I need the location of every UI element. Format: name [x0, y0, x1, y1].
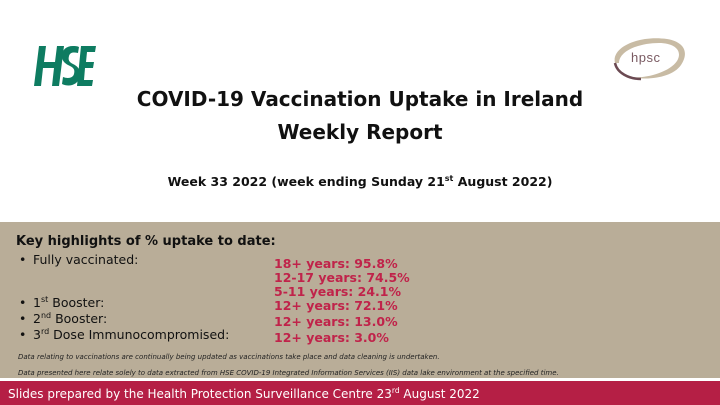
hpsc-swoosh-icon	[613, 38, 685, 81]
value-fully-5-11: 5-11 years: 24.1%	[274, 284, 402, 299]
footer-text: Slides prepared by the Health Protection…	[8, 386, 480, 401]
value-first-booster: 12+ years: 72.1%	[274, 298, 398, 313]
footer-bar	[0, 381, 720, 405]
data-note-1: Data relating to vaccinations are contin…	[18, 353, 440, 361]
data-note-2: Data presented here relate solely to dat…	[18, 369, 559, 377]
hpsc-logo	[609, 33, 689, 83]
hse-logo-icon	[34, 46, 96, 86]
value-third-dose: 12+ years: 3.0%	[274, 330, 389, 345]
value-fully-12-17: 12-17 years: 74.5%	[274, 270, 410, 285]
week-label: Week 33 2022 (week ending Sunday 21st Au…	[167, 174, 553, 190]
report-subtitle-title: Weekly Report	[277, 120, 443, 144]
value-second-booster: 12+ years: 13.0%	[274, 314, 398, 329]
highlights-panel	[0, 222, 720, 378]
highlight-label-second-booster: • 2nd Booster:	[19, 311, 108, 327]
highlight-label-fully-vaccinated: • Fully vaccinated:	[19, 252, 139, 267]
highlights-heading: Key highlights of % uptake to date:	[16, 234, 276, 249]
highlight-label-first-booster: • 1st Booster:	[19, 295, 105, 311]
report-title: COVID-19 Vaccination Uptake in Ireland	[136, 87, 584, 111]
highlight-label-third-dose: • 3rd Dose Immunocompromised:	[19, 327, 230, 343]
hpsc-logo-text: hpsc	[631, 50, 661, 65]
hse-logo	[33, 40, 97, 92]
value-fully-18plus: 18+ years: 95.8%	[274, 256, 398, 271]
